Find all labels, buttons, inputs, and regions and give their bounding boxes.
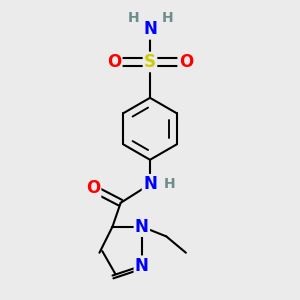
Text: O: O	[107, 53, 121, 71]
Text: N: N	[143, 20, 157, 38]
Text: H: H	[162, 11, 174, 25]
Text: N: N	[135, 218, 149, 236]
Text: N: N	[135, 257, 149, 275]
Text: N: N	[143, 175, 157, 193]
Text: H: H	[164, 177, 176, 191]
Text: H: H	[128, 11, 140, 25]
Text: O: O	[86, 179, 100, 197]
Text: S: S	[144, 53, 156, 71]
Text: O: O	[179, 53, 193, 71]
